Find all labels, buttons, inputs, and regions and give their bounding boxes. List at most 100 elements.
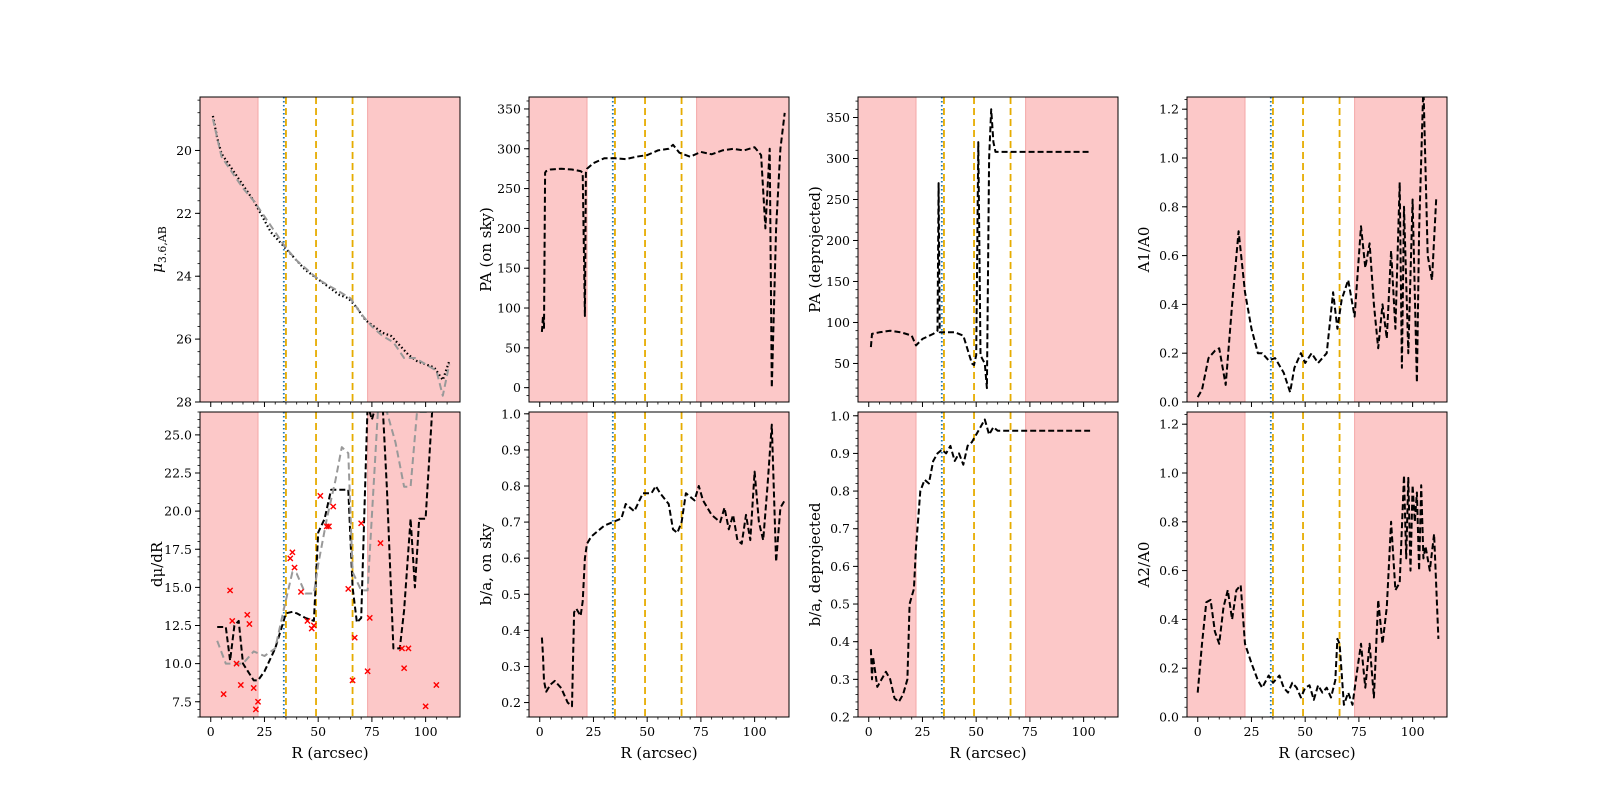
y-tick-label: 100 (826, 315, 850, 330)
panel-6: 0 25 50 75 100 0.2 0.3 0.4 0.5 0.6 0.7 0.8 0.9 1.0 R (… (477, 406, 790, 762)
y-tick-label: 25.0 (164, 427, 192, 442)
panel-5: 0 25 50 75 100 7.5 10.0 12.5 15.0 17.5 20.0 22.5 25.… (148, 405, 461, 762)
data-marker (351, 634, 358, 641)
data-marker (405, 645, 412, 652)
y-tick-label: 0.9 (830, 446, 850, 461)
data-marker (358, 520, 365, 527)
data-marker (366, 614, 373, 621)
data-marker (398, 645, 406, 652)
x-tick-label: 50 (310, 724, 326, 739)
x-tick-label: 25 (257, 724, 273, 739)
y-tick-label: 0.7 (830, 521, 850, 536)
y-tick-label: 150 (497, 261, 521, 276)
y-tick-label: 1.2 (1159, 102, 1179, 117)
data-marker (345, 585, 352, 592)
y-tick-label: 50 (834, 356, 850, 371)
y-tick-label: 15.0 (164, 580, 192, 595)
data-marker (297, 588, 305, 596)
y-tick-label: 12.5 (164, 618, 192, 633)
y-tick-label: 0.5 (830, 597, 850, 612)
y-tick-label: 0.6 (1159, 563, 1179, 578)
data-marker (304, 617, 311, 625)
x-axis-label: R (arcsec) (291, 744, 368, 762)
axes-frame (857, 96, 1119, 403)
y-tick-label: 0.9 (501, 442, 521, 457)
data-marker (291, 564, 298, 571)
y-axis-label: A2/A0 (1135, 542, 1153, 589)
data-marker (349, 677, 356, 684)
y-axis-label: b/a, deprojected (806, 502, 824, 626)
y-tick-label: 0.2 (1159, 346, 1179, 361)
y-tick-label: 0.8 (1159, 199, 1179, 214)
series-line (1196, 474, 1440, 706)
plot-area (858, 412, 1118, 717)
y-tick-label: 200 (497, 221, 521, 236)
data-marker (220, 691, 227, 698)
y-tick-label: 1.0 (501, 406, 521, 421)
x-tick-label: 25 (1244, 724, 1260, 739)
y-tick-label: 50 (505, 340, 521, 355)
data-marker (244, 611, 251, 618)
series-line (1196, 97, 1438, 398)
y-tick-label: 0.4 (1159, 612, 1179, 627)
panel-7: 0 25 50 75 100 0.2 0.3 0.4 0.5 0.6 0.7 0.8 0.9 1.0 R (… (806, 408, 1119, 762)
shaded-region (200, 97, 259, 402)
x-tick-label: 0 (1194, 724, 1202, 739)
shaded-region (696, 97, 789, 402)
x-tick-label: 0 (536, 724, 544, 739)
y-tick-label: 7.5 (172, 694, 192, 709)
axes-frame (857, 411, 1119, 718)
y-tick-label: 0.3 (501, 659, 521, 674)
x-tick-label: 50 (639, 724, 655, 739)
series-line (540, 423, 786, 708)
y-tick-label: 0.2 (501, 695, 521, 710)
y-tick-label: 26 (176, 332, 192, 347)
data-marker (229, 617, 236, 625)
data-marker (377, 540, 384, 547)
y-tick-label: 0.4 (830, 634, 850, 649)
panel-4: 0.0 0.2 0.4 0.6 0.8 1.0 1.2 A1/A0 (1135, 96, 1448, 410)
y-tick-label: 0.6 (501, 551, 521, 566)
shaded-region (1025, 97, 1118, 402)
y-tick-label: 22.5 (164, 466, 192, 481)
data-marker (246, 620, 253, 628)
y-tick-label: 200 (826, 233, 850, 248)
shaded-region (858, 97, 917, 402)
x-tick-label: 100 (414, 724, 438, 739)
y-label-subscript: 3.6,AB (156, 226, 169, 263)
series-line (211, 115, 451, 382)
data-marker (401, 665, 408, 672)
shaded-region (1025, 412, 1118, 717)
y-tick-label: 1.0 (1159, 466, 1179, 481)
panel-3: 50 100 150 200 250 300 350 PA (deprojected) (806, 96, 1119, 407)
shaded-region (367, 97, 460, 402)
y-tick-label: 0.4 (1159, 297, 1179, 312)
data-marker (310, 622, 317, 629)
series-line (211, 118, 451, 397)
x-tick-label: 75 (1351, 724, 1367, 739)
plot-area (1187, 97, 1447, 402)
shaded-region (858, 412, 917, 717)
data-marker (317, 492, 324, 499)
data-marker (325, 523, 333, 530)
y-tick-label: 0.2 (1159, 661, 1179, 676)
y-tick-label: 1.0 (1159, 151, 1179, 166)
plot-area (200, 97, 460, 402)
y-axis-label: PA (deprojected) (806, 186, 824, 313)
x-tick-label: 50 (968, 724, 984, 739)
y-tick-label: 0.4 (501, 623, 521, 638)
y-axis-label: A1/A0 (1135, 227, 1153, 274)
shaded-region (1187, 412, 1246, 717)
data-marker (237, 681, 244, 689)
y-tick-label: 0.2 (830, 710, 850, 725)
y-tick-label: 1.0 (830, 408, 850, 423)
plot-area (200, 405, 460, 717)
y-tick-label: 250 (826, 192, 850, 207)
data-marker (330, 503, 337, 510)
panel-1: 20 22 24 26 28 μ3.6,AB (148, 96, 461, 410)
y-tick-label: 300 (826, 151, 850, 166)
x-tick-label: 25 (915, 724, 931, 739)
data-marker (254, 698, 262, 705)
data-marker (337, 405, 342, 410)
